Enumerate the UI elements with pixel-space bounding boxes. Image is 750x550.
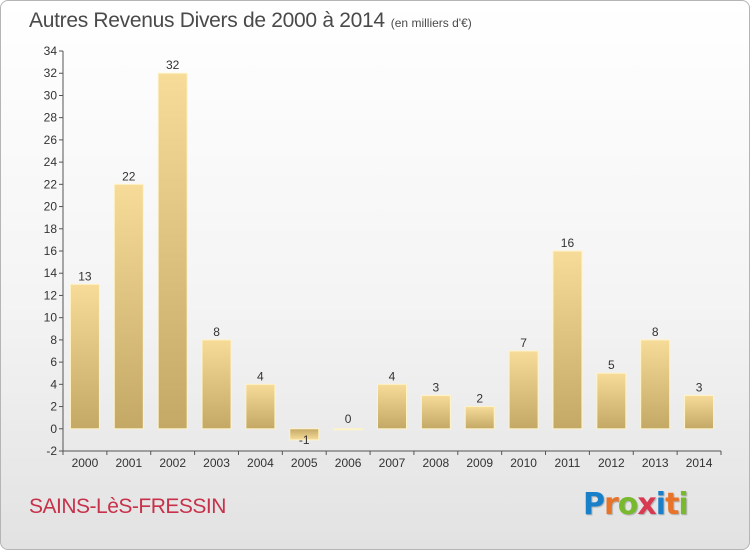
- logo-letter: i: [655, 487, 666, 522]
- logo-letter: o: [617, 487, 639, 522]
- y-tick-label: 26: [44, 133, 58, 147]
- x-tick-label-2011: 2011: [555, 456, 581, 470]
- chart-bars: [69, 72, 715, 441]
- bar-2002: [157, 72, 188, 430]
- bar-2012: [596, 372, 627, 430]
- bar-2010: [508, 350, 539, 430]
- x-tick-label-2009: 2009: [466, 456, 493, 470]
- x-tick-label-2014: 2014: [686, 456, 713, 470]
- data-label-2005: -1: [299, 433, 310, 447]
- bar-2014: [684, 394, 715, 430]
- logo-letter: r: [604, 487, 619, 522]
- logo-letter: x: [637, 487, 656, 522]
- chart-title-text: Autres Revenus Divers de 2000 à 2014: [29, 9, 385, 32]
- x-tick-label-2010: 2010: [510, 456, 537, 470]
- y-tick-label: 0: [50, 422, 57, 436]
- y-tick-label: 20: [44, 200, 58, 214]
- y-tick-label: 2: [50, 400, 57, 414]
- y-tick-label: 16: [44, 244, 58, 258]
- y-tick-label: 24: [44, 155, 58, 169]
- data-label-2013: 8: [652, 325, 659, 339]
- x-tick-label-2013: 2013: [642, 456, 669, 470]
- x-tick-label-2007: 2007: [379, 456, 406, 470]
- bar-2005: [289, 428, 320, 441]
- bar-2006: [333, 428, 364, 431]
- bar-2003: [201, 339, 232, 430]
- x-tick-label-2005: 2005: [291, 456, 318, 470]
- data-label-2006: 0: [345, 412, 352, 426]
- data-label-2002: 32: [166, 58, 180, 72]
- x-tick-label-2001: 2001: [115, 456, 142, 470]
- data-label-2000: 13: [78, 269, 92, 283]
- data-label-2010: 7: [520, 336, 527, 350]
- y-tick-label: 14: [44, 266, 58, 280]
- bar-2001: [113, 183, 144, 430]
- data-label-2012: 5: [608, 358, 615, 372]
- data-label-2014: 3: [696, 380, 703, 394]
- bar-2004: [245, 383, 276, 430]
- y-tick-label: 18: [44, 222, 58, 236]
- bar-2013: [640, 339, 671, 430]
- chart-title: Autres Revenus Divers de 2000 à 2014 (en …: [29, 9, 472, 33]
- y-tick-label: 30: [44, 88, 58, 102]
- x-tick-label-2002: 2002: [159, 456, 186, 470]
- logo-letter: t: [665, 487, 679, 522]
- data-label-2004: 4: [257, 369, 264, 383]
- data-label-2003: 8: [213, 325, 220, 339]
- x-tick-label-2004: 2004: [247, 456, 274, 470]
- x-tick-label-2008: 2008: [423, 456, 450, 470]
- bar-2009: [464, 406, 495, 430]
- y-tick-label: 12: [44, 288, 58, 302]
- data-label-2009: 2: [476, 392, 483, 406]
- data-label-2007: 4: [389, 369, 396, 383]
- bar-2008: [420, 394, 451, 430]
- y-tick-label: 10: [44, 311, 58, 325]
- chart-subtitle: (en milliers d'€): [390, 16, 472, 30]
- bar-2000: [69, 283, 100, 430]
- y-tick-label: 28: [44, 111, 58, 125]
- y-tick-label: 6: [50, 355, 57, 369]
- y-tick-label: 4: [50, 377, 57, 391]
- data-label-2011: 16: [561, 236, 575, 250]
- y-tick-label: 8: [50, 333, 57, 347]
- town-name: SAINS-LèS-FRESSIN: [29, 495, 226, 518]
- logo-letter: i: [678, 487, 688, 522]
- x-tick-label-2000: 2000: [72, 456, 99, 470]
- y-tick-label: -2: [46, 444, 57, 458]
- proxiti-logo: Proxiti: [583, 487, 689, 522]
- x-tick-label-2012: 2012: [598, 456, 625, 470]
- x-tick-label-2006: 2006: [335, 456, 362, 470]
- data-label-2001: 22: [122, 169, 136, 183]
- y-tick-label: 32: [44, 66, 58, 80]
- bar-2011: [552, 250, 583, 430]
- y-tick-label: 22: [44, 177, 58, 191]
- data-label-2008: 3: [433, 380, 440, 394]
- y-tick-label: 34: [44, 44, 58, 58]
- x-tick-label-2003: 2003: [203, 456, 230, 470]
- logo-letter: P: [583, 487, 605, 522]
- bar-2007: [377, 383, 407, 430]
